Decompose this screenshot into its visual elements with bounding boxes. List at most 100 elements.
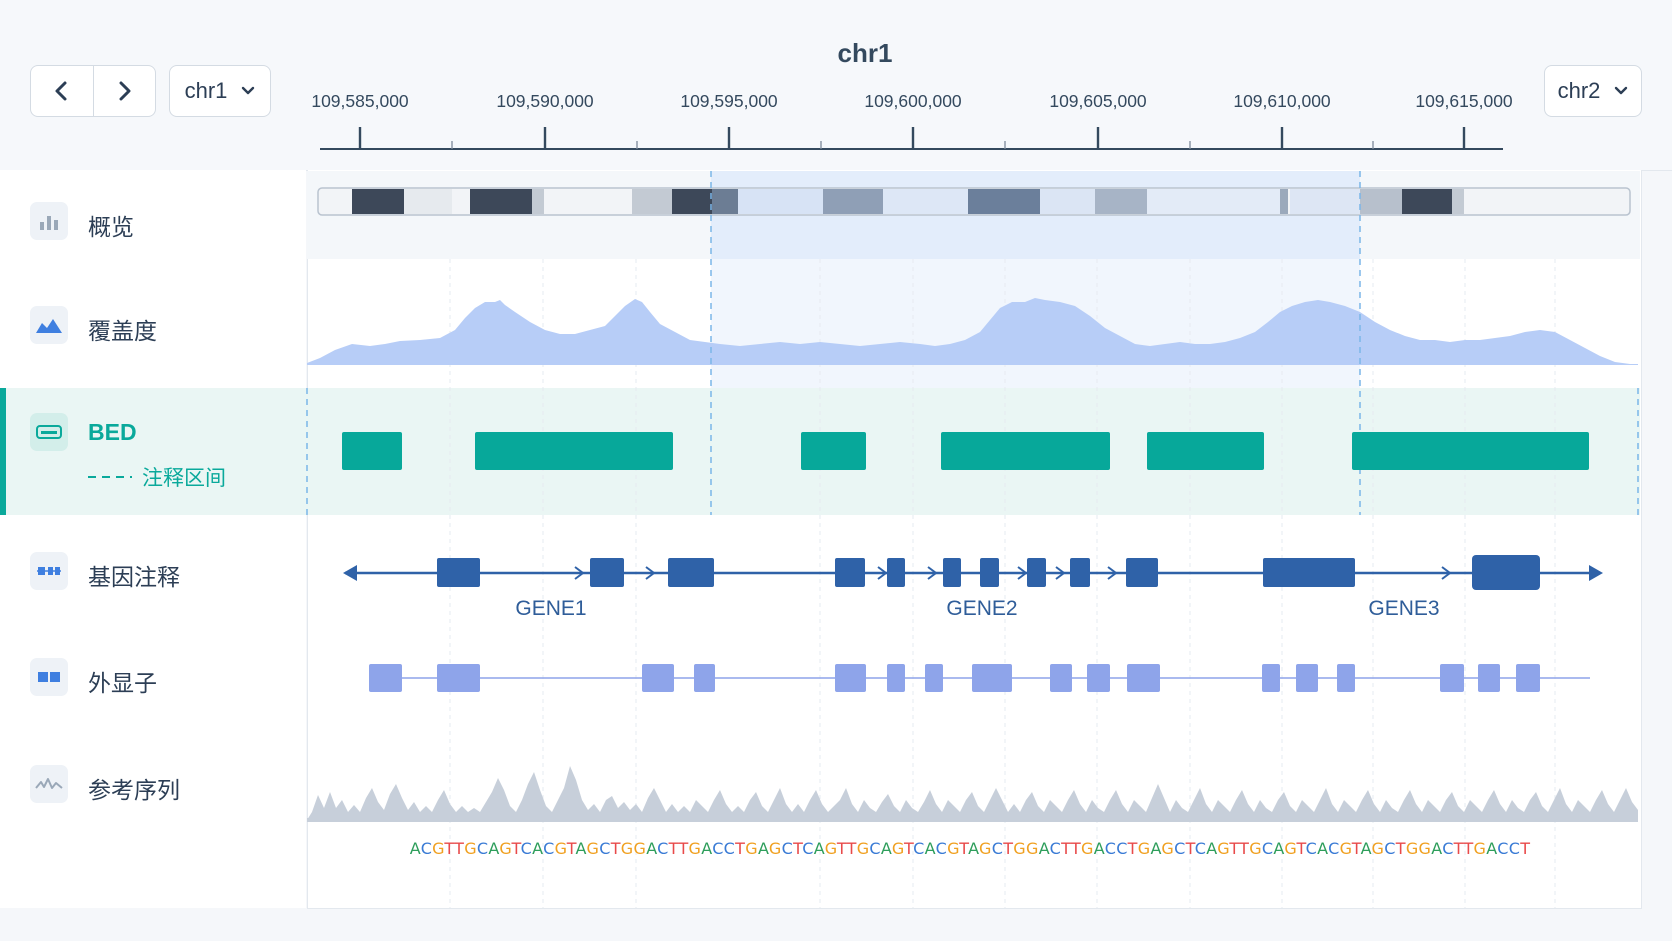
sequence-base: T: [793, 839, 803, 858]
sequence-base: T: [1463, 839, 1474, 858]
bed-legend-label: 注释区间: [142, 467, 226, 490]
bar-chart-icon: [30, 202, 68, 240]
track-label-coverage[interactable]: 覆盖度: [0, 304, 306, 346]
sequence-base: T: [1127, 839, 1138, 858]
sequence-base: A: [646, 839, 658, 858]
sequence-base: G: [768, 839, 782, 858]
exon-icon: [30, 658, 68, 696]
sequence-base: A: [575, 839, 587, 858]
chevron-down-icon: [242, 86, 255, 95]
sequence-base: C: [476, 839, 489, 858]
sequence-base: C: [1328, 839, 1340, 858]
chromosome-title: chr1: [837, 38, 893, 68]
chevron-down-icon: [1615, 86, 1628, 95]
sequence-base: G: [1249, 839, 1262, 858]
sequence-base: C: [1442, 839, 1454, 858]
bed-track-icon: [30, 413, 68, 451]
ruler-tick-label: 109,585,000: [311, 91, 409, 111]
sequence-base: C: [1305, 839, 1318, 858]
chevron-right-icon: [119, 81, 131, 101]
sequence-base: A: [1431, 839, 1443, 858]
sequence-base: C: [1261, 839, 1274, 858]
sequence-base: T: [454, 839, 465, 858]
sequence-base: A: [1360, 839, 1372, 858]
sequence-base: G: [1473, 839, 1487, 858]
active-track-accent: [0, 388, 6, 515]
sequence-base: G: [824, 839, 837, 858]
bed-legend: 注释区间: [88, 462, 226, 492]
sequence-base: G: [1013, 839, 1026, 858]
chromosome-select-next[interactable]: chr2: [1544, 65, 1642, 117]
sequence-base: C: [657, 839, 669, 858]
sequence-base: A: [1486, 839, 1498, 858]
track-label-exons[interactable]: 外显子: [0, 656, 306, 698]
sequence-base: C: [1194, 839, 1207, 858]
sequence-base: T: [610, 839, 621, 858]
sequence-base: A: [701, 839, 713, 858]
sequence-base: T: [566, 839, 576, 858]
sequence-base: G: [1339, 839, 1352, 858]
sequence-base: G: [1371, 839, 1385, 858]
gene-label: GENE1: [515, 597, 587, 620]
sequence-base: A: [757, 839, 769, 858]
chromosome-select-current[interactable]: chr1: [169, 65, 271, 117]
area-chart-icon: [30, 306, 68, 344]
ruler-tick-label: 109,605,000: [1049, 91, 1147, 111]
sequence-base: A: [1093, 839, 1105, 858]
sequence-base: C: [712, 839, 724, 858]
sequence-base: T: [1453, 839, 1464, 858]
track-label-bed[interactable]: BED: [0, 411, 306, 501]
sequence-base: C: [599, 839, 611, 858]
sequence-base: C: [1497, 839, 1509, 858]
sequence-base: T: [1395, 839, 1406, 858]
gene-label: GENE3: [1368, 597, 1440, 620]
sequence-base: G: [464, 839, 477, 858]
sequence-base: T: [1296, 839, 1306, 858]
sequence-base: A: [880, 839, 892, 858]
sequence-base: C: [935, 839, 948, 858]
chromosome-select-label: chr1: [184, 78, 228, 103]
sequence-base: G: [432, 839, 445, 858]
sequence-base: A: [1206, 839, 1218, 858]
gene-label: GENE2: [946, 597, 1018, 620]
sequence-base: G: [499, 839, 512, 858]
track-name: BED: [88, 419, 137, 445]
sequence-base: T: [444, 839, 455, 858]
sequence-wave-icon: [30, 765, 68, 803]
sequence-base: T: [1185, 839, 1195, 858]
prev-button[interactable]: [31, 66, 93, 116]
track-label-overview[interactable]: 概览: [0, 200, 306, 242]
sequence-base: C: [1174, 839, 1186, 858]
sequence-base: G: [1405, 839, 1419, 858]
track-label-sequence[interactable]: 参考序列: [0, 763, 306, 805]
sequence-base: T: [904, 839, 914, 858]
sequence-base: T: [836, 839, 847, 858]
sequence-base: G: [745, 839, 758, 858]
track-label-genes[interactable]: 基因注释: [0, 550, 306, 592]
next-button[interactable]: [92, 66, 156, 116]
track-name: 覆盖度: [88, 318, 157, 344]
sequence-base: A: [1038, 839, 1050, 858]
sequence-base: T: [1351, 839, 1361, 858]
ruler-tick-label: 109,610,000: [1233, 91, 1331, 111]
nav-button-group: [30, 65, 156, 117]
sequence-base: G: [1026, 839, 1039, 858]
sequence-base: T: [735, 839, 746, 858]
sequence-base: G: [1284, 839, 1297, 858]
sequence-base: T: [1061, 839, 1071, 858]
sequence-base: G: [688, 839, 702, 858]
track-name: 参考序列: [88, 777, 180, 803]
sequence-base: C: [1384, 839, 1396, 858]
sequence-base: T: [1520, 839, 1531, 858]
sequence-base: C: [913, 839, 925, 858]
reference-sequence: ACGTTGCAGTCACGTAGCTGGACTTGACCTGAGCTCAGTT…: [320, 839, 1620, 858]
track-name: 外显子: [88, 670, 157, 696]
sequence-base: G: [1081, 839, 1094, 858]
sequence-base: C: [781, 839, 794, 858]
sequence-base: C: [869, 839, 881, 858]
sequence-base: T: [1003, 839, 1014, 858]
ruler-tick-label: 109,595,000: [680, 91, 778, 111]
sequence-base: A: [532, 839, 544, 858]
sequence-base: T: [678, 839, 689, 858]
sequence-base: T: [846, 839, 857, 858]
